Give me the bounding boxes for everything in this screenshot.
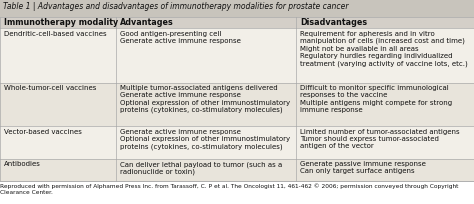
Text: Can deliver lethal payload to tumor (such as a
radionuclide or toxin): Can deliver lethal payload to tumor (suc… xyxy=(120,161,282,175)
Text: Generate passive immune response
Can only target surface antigens: Generate passive immune response Can onl… xyxy=(300,161,426,174)
Text: Antibodies: Antibodies xyxy=(4,161,41,167)
Bar xyxy=(0,28,474,83)
Text: Whole-tumor-cell vaccines: Whole-tumor-cell vaccines xyxy=(4,85,96,91)
Text: Multiple tumor-associated antigens delivered
Generate active immune response
Opt: Multiple tumor-associated antigens deliv… xyxy=(120,85,290,113)
Text: Limited number of tumor-associated antigens
Tumor should express tumor-associate: Limited number of tumor-associated antig… xyxy=(300,129,460,149)
Text: Advantages: Advantages xyxy=(120,18,173,27)
Text: Dendritic-cell-based vaccines: Dendritic-cell-based vaccines xyxy=(4,31,107,37)
Text: Good antigen-presenting cell
Generate active immune response: Good antigen-presenting cell Generate ac… xyxy=(120,31,241,44)
Bar xyxy=(0,159,474,181)
Bar xyxy=(0,83,474,126)
Text: Difficult to monitor specific immunological
responses to the vaccine
Multiple an: Difficult to monitor specific immunologi… xyxy=(300,85,452,113)
Text: Generate active immune response
Optional expression of other immunostimulatory
p: Generate active immune response Optional… xyxy=(120,129,290,150)
Text: Immunotherapy modality: Immunotherapy modality xyxy=(4,18,118,27)
Bar xyxy=(0,0,474,17)
Bar xyxy=(0,126,474,159)
Text: Vector-based vaccines: Vector-based vaccines xyxy=(4,129,82,135)
Text: Table 1 | Advantages and disadvantages of immunotherapy modalities for prostate : Table 1 | Advantages and disadvantages o… xyxy=(3,2,348,11)
Text: Requirement for apheresis and in vitro
manipulation of cells (increased cost and: Requirement for apheresis and in vitro m… xyxy=(300,31,468,67)
Bar xyxy=(0,17,474,28)
Text: Reproduced with permission of Alphamed Press Inc. from Tarassoff, C. P et al. Th: Reproduced with permission of Alphamed P… xyxy=(0,183,458,195)
Text: Disadvantages: Disadvantages xyxy=(300,18,367,27)
